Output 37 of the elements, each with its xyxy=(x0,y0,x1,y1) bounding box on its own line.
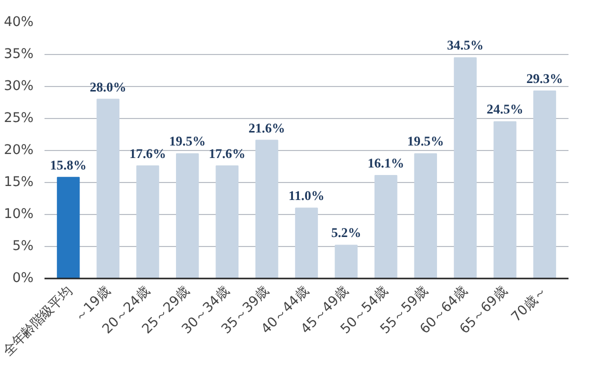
data-label: 5.2% xyxy=(331,225,362,240)
bar xyxy=(176,153,199,278)
bar xyxy=(494,121,516,278)
data-label: 24.5% xyxy=(486,102,524,117)
bar xyxy=(374,174,398,278)
y-tick-label: 15% xyxy=(4,175,34,190)
bar xyxy=(533,90,556,278)
y-tick-label: 5% xyxy=(12,239,34,254)
data-label: 19.5% xyxy=(169,134,206,149)
data-label: 16.1% xyxy=(368,155,404,170)
data-label: 34.5% xyxy=(446,38,484,53)
y-tick-label: 30% xyxy=(4,79,34,94)
data-label: 29.3% xyxy=(526,70,564,86)
y-tick-label: 20% xyxy=(4,143,34,158)
data-label: 11.0% xyxy=(288,188,324,204)
y-tick-label: 25% xyxy=(4,111,34,126)
bar xyxy=(56,176,80,278)
data-label: 19.5% xyxy=(407,134,444,149)
y-tick-label: 35% xyxy=(4,47,34,62)
data-label: 17.6% xyxy=(129,146,166,161)
y-tick-label: 40% xyxy=(4,15,34,30)
y-tick-label: 0% xyxy=(12,271,34,286)
bar xyxy=(136,165,160,278)
bar xyxy=(295,208,318,278)
bar xyxy=(96,98,120,278)
bar xyxy=(216,165,239,278)
data-label: 21.6% xyxy=(248,120,286,136)
bar xyxy=(255,140,278,278)
y-tick-label: 10% xyxy=(4,207,34,222)
data-label: 17.6% xyxy=(208,146,246,161)
data-label: 15.8% xyxy=(50,157,87,172)
bar xyxy=(454,57,477,278)
x-tick-label: 全年齢階級平均 xyxy=(0,284,76,360)
x-tick-label: 70歳～ xyxy=(509,284,550,326)
bar xyxy=(334,244,358,278)
data-label: 28.0% xyxy=(90,79,126,94)
bar xyxy=(414,153,438,278)
